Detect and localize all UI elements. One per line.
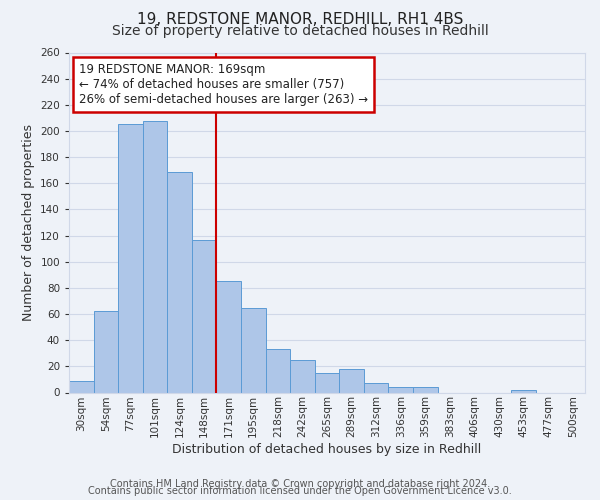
Bar: [364, 384, 388, 392]
Text: Size of property relative to detached houses in Redhill: Size of property relative to detached ho…: [112, 24, 488, 38]
Bar: [290, 360, 315, 392]
Bar: [413, 388, 437, 392]
Text: 19, REDSTONE MANOR, REDHILL, RH1 4BS: 19, REDSTONE MANOR, REDHILL, RH1 4BS: [137, 12, 463, 28]
Bar: [388, 388, 413, 392]
Text: Contains HM Land Registry data © Crown copyright and database right 2024.: Contains HM Land Registry data © Crown c…: [110, 479, 490, 489]
X-axis label: Distribution of detached houses by size in Redhill: Distribution of detached houses by size …: [172, 443, 482, 456]
Bar: [69, 380, 94, 392]
Bar: [339, 369, 364, 392]
Bar: [118, 124, 143, 392]
Bar: [266, 350, 290, 393]
Bar: [167, 172, 192, 392]
Bar: [217, 282, 241, 393]
Bar: [511, 390, 536, 392]
Text: 19 REDSTONE MANOR: 169sqm
← 74% of detached houses are smaller (757)
26% of semi: 19 REDSTONE MANOR: 169sqm ← 74% of detac…: [79, 62, 368, 106]
Bar: [192, 240, 217, 392]
Bar: [94, 312, 118, 392]
Text: Contains public sector information licensed under the Open Government Licence v3: Contains public sector information licen…: [88, 486, 512, 496]
Bar: [241, 308, 266, 392]
Bar: [315, 373, 339, 392]
Bar: [143, 120, 167, 392]
Y-axis label: Number of detached properties: Number of detached properties: [22, 124, 35, 321]
